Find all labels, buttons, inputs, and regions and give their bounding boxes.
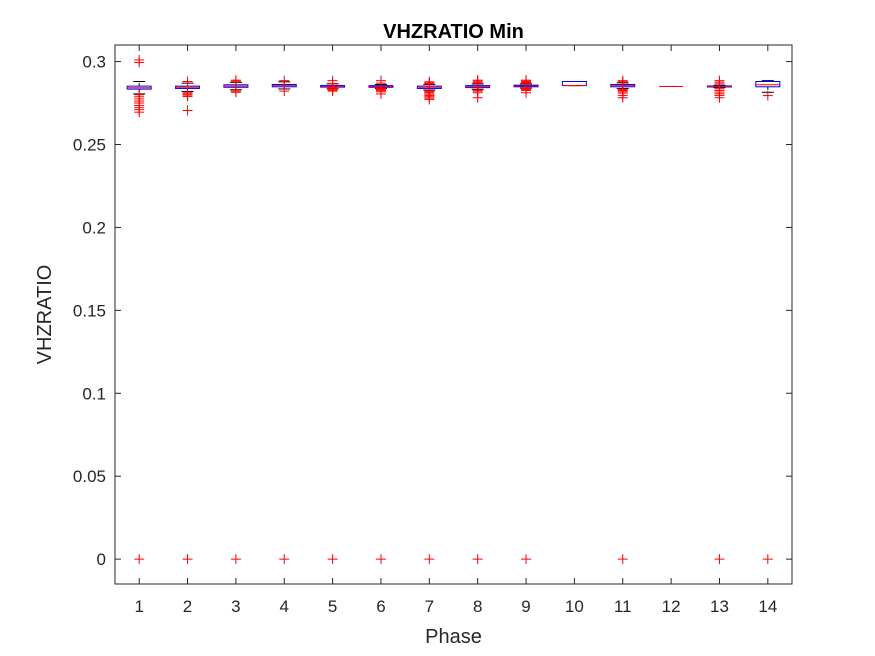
- outlier-marker: [375, 75, 386, 86]
- axis-ticks: 00.050.10.150.20.250.31 2 3 4 5 6 7 8 9 10 11 12 13 1…: [73, 45, 792, 616]
- x-tick-label: 7: [425, 597, 434, 616]
- outlier-marker: [230, 554, 241, 565]
- outlier-marker: [762, 90, 773, 101]
- box-phase-4: [271, 75, 297, 565]
- box-phase-3: [223, 75, 249, 565]
- box-phase-1: [126, 54, 152, 565]
- box-phase-13: [706, 75, 732, 565]
- outlier-marker: [134, 554, 145, 565]
- box-phase-5: [320, 75, 346, 565]
- axes-frame: [114, 44, 793, 585]
- y-tick-label: 0.15: [73, 301, 106, 320]
- y-tick-label: 0.1: [82, 384, 106, 403]
- outlier-marker: [762, 554, 773, 565]
- outlier-marker: [714, 554, 725, 565]
- y-tick-label: 0: [97, 550, 106, 569]
- y-tick-label: 0.3: [82, 53, 106, 72]
- outlier-marker: [230, 86, 241, 97]
- x-tick-label: 12: [662, 597, 681, 616]
- outlier-marker: [182, 76, 193, 87]
- outlier-marker: [279, 86, 290, 97]
- box-phase-11: [610, 75, 636, 565]
- x-tick-label: 10: [565, 597, 584, 616]
- outlier-marker: [714, 75, 725, 86]
- outlier-marker: [279, 554, 290, 565]
- outlier-marker: [182, 87, 193, 98]
- x-axis-label: Phase: [425, 626, 482, 648]
- chart-title: VHZRATIO Min: [383, 21, 524, 43]
- outlier-marker: [182, 105, 193, 116]
- x-tick-label: 5: [328, 597, 337, 616]
- box-phase-10: [561, 80, 587, 87]
- outlier-marker: [424, 76, 435, 87]
- box-phase-2: [175, 76, 201, 565]
- plot-area: [115, 45, 792, 584]
- outlier-marker: [134, 54, 145, 65]
- outlier-marker: [279, 75, 290, 86]
- x-tick-label: 13: [710, 597, 729, 616]
- outlier-marker: [327, 75, 338, 86]
- y-tick-label: 0.25: [73, 136, 106, 155]
- outlier-marker: [617, 75, 628, 86]
- box-phase-6: [368, 75, 394, 565]
- x-tick-label: 9: [521, 597, 530, 616]
- box-phase-7: [416, 76, 442, 565]
- outlier-marker: [472, 554, 483, 565]
- box-phase-14: [755, 80, 781, 565]
- outlier-marker: [134, 89, 145, 100]
- box-series: [126, 54, 781, 565]
- y-tick-label: 0.05: [73, 467, 106, 486]
- outlier-marker: [521, 75, 532, 86]
- x-tick-label: 2: [183, 597, 192, 616]
- outlier-marker: [230, 75, 241, 86]
- outlier-marker: [375, 554, 386, 565]
- outlier-marker: [327, 554, 338, 565]
- x-tick-label: 8: [473, 597, 482, 616]
- outlier-marker: [617, 554, 628, 565]
- y-tick-label: 0.2: [82, 218, 106, 237]
- box-phase-8: [465, 75, 491, 565]
- outlier-marker: [521, 554, 532, 565]
- x-tick-label: 1: [134, 597, 143, 616]
- x-tick-label: 6: [376, 597, 385, 616]
- outlier-marker: [182, 554, 193, 565]
- x-tick-label: 11: [614, 597, 632, 616]
- x-tick-label: 4: [280, 597, 289, 616]
- x-tick-label: 14: [758, 597, 777, 616]
- box-phase-9: [513, 75, 539, 565]
- outlier-marker: [472, 75, 483, 86]
- x-tick-label: 3: [231, 597, 240, 616]
- y-axis-label: VHZRATIO: [34, 265, 56, 365]
- outlier-marker: [424, 554, 435, 565]
- iqr-box: [755, 80, 781, 88]
